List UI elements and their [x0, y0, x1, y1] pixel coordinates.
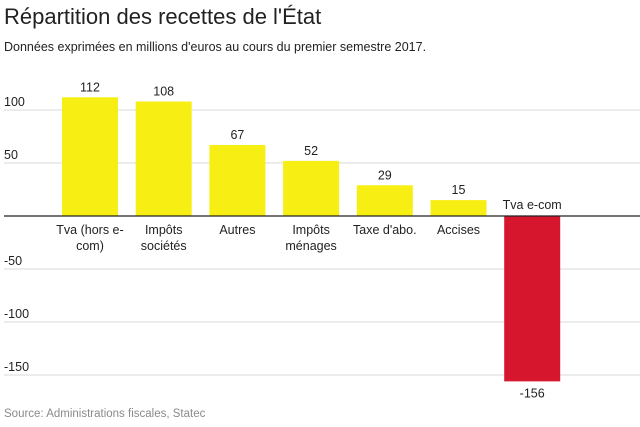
bar [430, 200, 487, 216]
category-label: Impôts sociétés [141, 223, 187, 253]
bar [62, 97, 118, 216]
chart-title: Répartition des recettes de l'État [4, 4, 322, 29]
bar [135, 101, 192, 216]
bar [283, 160, 340, 216]
bar [209, 144, 266, 216]
bar [356, 185, 413, 216]
bar [504, 216, 561, 382]
y-tick-label: -100 [4, 307, 29, 321]
category-label: Tva (hors e-com) [56, 223, 123, 253]
data-label: 29 [378, 168, 392, 182]
y-tick-label: -150 [4, 360, 29, 374]
chart-subtitle: Données exprimées en millions d'euros au… [4, 40, 427, 54]
data-label: 112 [80, 80, 100, 94]
category-label: Autres [219, 223, 255, 237]
data-label: 67 [230, 128, 244, 142]
category-label: Accises [437, 223, 480, 237]
data-label: -156 [520, 386, 545, 400]
y-tick-label: -50 [4, 254, 22, 268]
data-label: 15 [452, 183, 466, 197]
y-tick-label: 50 [4, 148, 18, 162]
data-label: 108 [153, 85, 174, 99]
category-label: Impôts ménages [285, 223, 336, 253]
category-label: Taxe d'abo. [353, 223, 417, 237]
data-label: 52 [304, 144, 318, 158]
category-label: Tva e-com [503, 198, 562, 212]
source-note: Source: Administrations fiscales, Statec [4, 408, 206, 420]
y-tick-label: 100 [4, 95, 25, 109]
